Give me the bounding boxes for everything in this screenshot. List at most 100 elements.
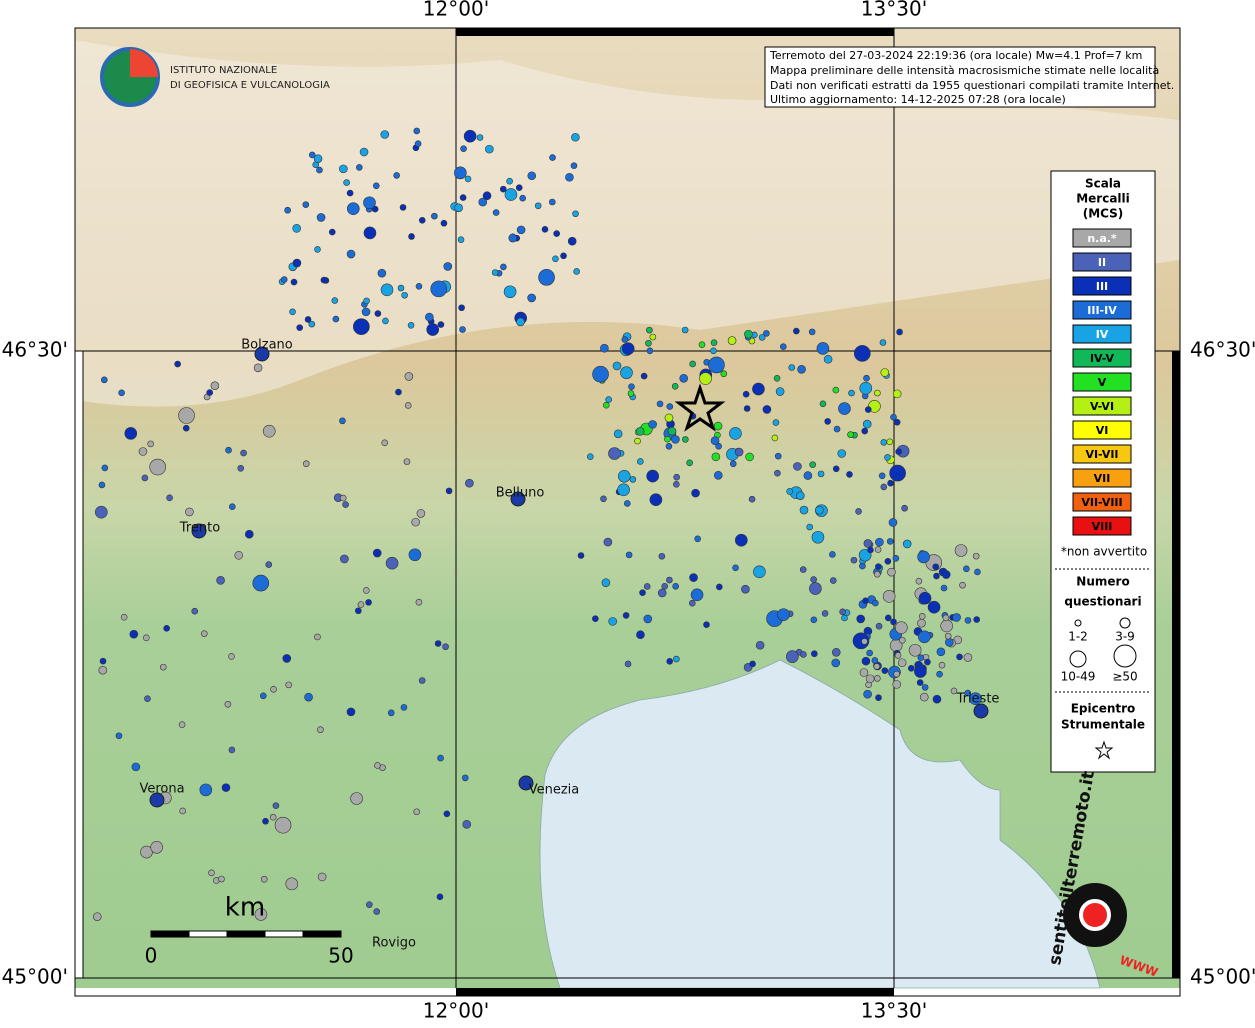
intensity-dot — [601, 578, 611, 587]
logo-text: ISTITUTO NAZIONALE — [170, 65, 277, 76]
intensity-dot — [124, 427, 138, 440]
intensity-dot — [296, 324, 304, 331]
intensity-dot — [454, 203, 463, 213]
intensity-dot — [902, 539, 912, 549]
intensity-dot — [715, 442, 722, 450]
scale-unit: km — [225, 893, 265, 923]
intensity-dot — [889, 464, 906, 482]
intensity-dot — [320, 276, 328, 284]
intensity-dot — [879, 339, 887, 346]
legend-title: Mercalli — [1076, 192, 1130, 206]
intensity-dot — [573, 268, 580, 275]
intensity-dot — [413, 808, 421, 816]
intensity-dot — [878, 472, 886, 480]
intensity-dot — [224, 700, 232, 708]
intensity-dot — [880, 368, 890, 377]
intensity-dot — [262, 424, 276, 438]
intensity-dot — [385, 556, 399, 570]
intensity-dot — [363, 587, 370, 594]
intensity-dot — [688, 599, 696, 607]
intensity-dot — [810, 576, 817, 583]
intensity-dot — [755, 640, 765, 650]
intensity-dot — [363, 297, 370, 305]
intensity-dot — [443, 810, 451, 818]
intensity-dot — [316, 213, 326, 222]
intensity-dot — [954, 544, 968, 557]
intensity-dot — [548, 198, 556, 206]
intensity-dot — [237, 464, 245, 472]
intensity-dot — [809, 582, 822, 595]
legend-swatch — [1072, 324, 1132, 344]
intensity-dot — [265, 561, 273, 568]
legend-class: VII — [1094, 472, 1111, 485]
legend-epicenter: Epicentro — [1071, 702, 1136, 716]
intensity-dot — [824, 418, 831, 425]
intensity-dot — [506, 177, 513, 185]
legend-epicenter: Strumentale — [1061, 718, 1145, 732]
intensity-dot — [381, 439, 389, 447]
intensity-dot — [572, 210, 579, 218]
intensity-dot — [940, 619, 953, 633]
legend-class: III — [1096, 280, 1108, 293]
intensity-dot — [317, 872, 327, 882]
intensity-dot — [191, 607, 199, 615]
legend-title: (MCS) — [1083, 207, 1124, 221]
intensity-dot — [304, 692, 313, 702]
intensity-dot — [875, 622, 883, 630]
alps — [75, 40, 1180, 407]
legend-class: VI-VII — [1085, 448, 1118, 461]
intensity-dot — [577, 552, 585, 559]
intensity-dot — [313, 154, 323, 163]
frame-border — [74, 27, 1181, 997]
intensity-dot — [617, 483, 630, 497]
intensity-dot — [538, 269, 555, 286]
intensity-dot — [476, 134, 484, 141]
intensity-dot — [873, 663, 881, 670]
intensity-dot — [260, 875, 268, 883]
intensity-dot — [643, 583, 651, 590]
intensity-dot — [817, 470, 825, 478]
info-line: Ultimo aggiornamento: 14-12-2025 07:28 (… — [770, 93, 1066, 106]
intensity-dot — [185, 507, 194, 517]
intensity-dot — [811, 650, 818, 658]
intensity-dot — [690, 588, 704, 602]
intensity-dot — [365, 599, 372, 606]
legend-swatch — [1072, 516, 1132, 536]
legend-swatch — [1072, 468, 1132, 488]
intensity-dot — [357, 601, 365, 608]
intensity-dot — [856, 614, 865, 624]
intensity-dot — [565, 172, 574, 182]
intensity-dot — [892, 555, 900, 562]
intensity-dot — [875, 694, 882, 702]
intensity-dot — [425, 312, 434, 322]
legend-class: IV — [1096, 328, 1109, 341]
intensity-dot — [282, 654, 292, 663]
intensity-dot — [382, 317, 389, 325]
intensity-dot — [138, 447, 148, 456]
intensity-dot — [741, 584, 750, 594]
intensity-dot — [893, 670, 900, 678]
intensity-dot — [285, 877, 299, 891]
intensity-dot — [945, 637, 954, 647]
legend-swatch — [1072, 372, 1132, 392]
intensity-dot — [796, 491, 805, 500]
intensity-dot — [710, 347, 717, 355]
intensity-dot — [884, 454, 891, 461]
intensity-dot — [553, 230, 560, 237]
intensity-dot — [459, 194, 467, 201]
intensity-dot — [216, 576, 225, 585]
intensity-dot — [643, 614, 653, 624]
intensity-dot — [809, 461, 816, 468]
intensity-dot — [623, 500, 631, 507]
intensity-dot — [629, 476, 637, 483]
intensity-dot — [178, 721, 186, 728]
intensity-dot — [847, 431, 854, 438]
intensity-dot — [314, 246, 321, 253]
intensity-dot — [600, 495, 607, 503]
intensity-dot — [339, 164, 348, 174]
intensity-dot — [865, 674, 875, 684]
legend-size-label: 1-2 — [1068, 630, 1088, 644]
intensity-dot — [927, 600, 941, 614]
intensity-dot — [149, 458, 166, 476]
intensity-dot — [567, 236, 577, 246]
